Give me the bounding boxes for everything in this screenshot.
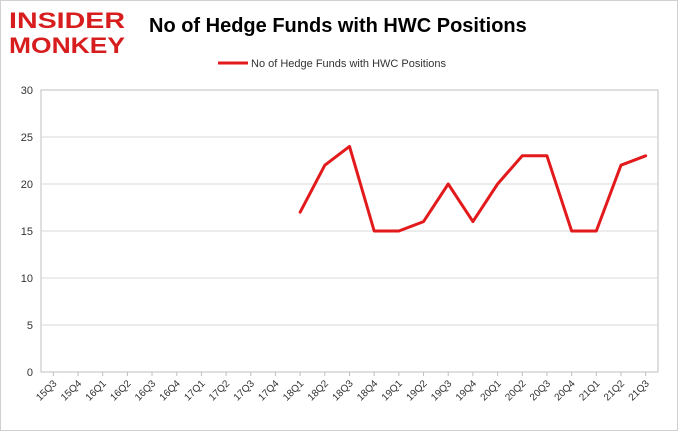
y-tick-label: 25 [21, 132, 33, 144]
x-tick-label: 16Q3 [133, 378, 158, 403]
legend-label: No of Hedge Funds with HWC Positions [251, 58, 447, 70]
x-tick-label: 17Q3 [232, 378, 257, 403]
x-tick-label: 21Q2 [602, 378, 627, 403]
x-tick-label: 16Q4 [158, 378, 183, 403]
x-tick-label: 19Q4 [454, 378, 479, 403]
y-tick-label: 15 [21, 226, 33, 238]
x-tick-label: 19Q3 [429, 378, 454, 403]
insider-monkey-logo: INSIDER MONKEY [7, 7, 129, 57]
x-tick-label: 21Q3 [627, 378, 652, 403]
x-tick-label: 20Q2 [503, 378, 528, 403]
svg-text:INSIDER: INSIDER [9, 8, 125, 33]
y-tick-label: 10 [21, 273, 33, 285]
x-tick-label: 18Q2 [306, 378, 331, 403]
x-tick-label: 15Q3 [34, 378, 59, 403]
x-tick-label: 20Q3 [528, 378, 553, 403]
y-tick-label: 20 [21, 179, 33, 191]
logo-graphic: INSIDER MONKEY [9, 8, 125, 57]
x-tick-label: 16Q1 [84, 378, 109, 403]
y-tick-label: 0 [27, 367, 33, 379]
x-tick-label: 17Q4 [257, 378, 282, 403]
x-tick-label: 18Q1 [281, 378, 306, 403]
chart-title: No of Hedge Funds with HWC Positions [149, 15, 527, 37]
x-tick-label: 19Q1 [380, 378, 405, 403]
x-tick-label: 15Q4 [59, 378, 84, 403]
x-tick-label: 19Q2 [405, 378, 430, 403]
x-tick-label: 21Q1 [577, 378, 602, 403]
svg-text:MONKEY: MONKEY [9, 33, 125, 57]
x-tick-label: 18Q4 [355, 378, 380, 403]
y-tick-label: 5 [27, 320, 33, 332]
x-tick-label: 18Q3 [331, 378, 356, 403]
y-tick-label: 30 [21, 85, 33, 97]
x-tick-label: 17Q1 [182, 378, 207, 403]
x-tick-label: 20Q4 [553, 378, 578, 403]
x-tick-label: 17Q2 [207, 378, 232, 403]
x-tick-label: 16Q2 [108, 378, 133, 403]
series-line [298, 144, 648, 233]
x-tick-label: 20Q1 [479, 378, 504, 403]
